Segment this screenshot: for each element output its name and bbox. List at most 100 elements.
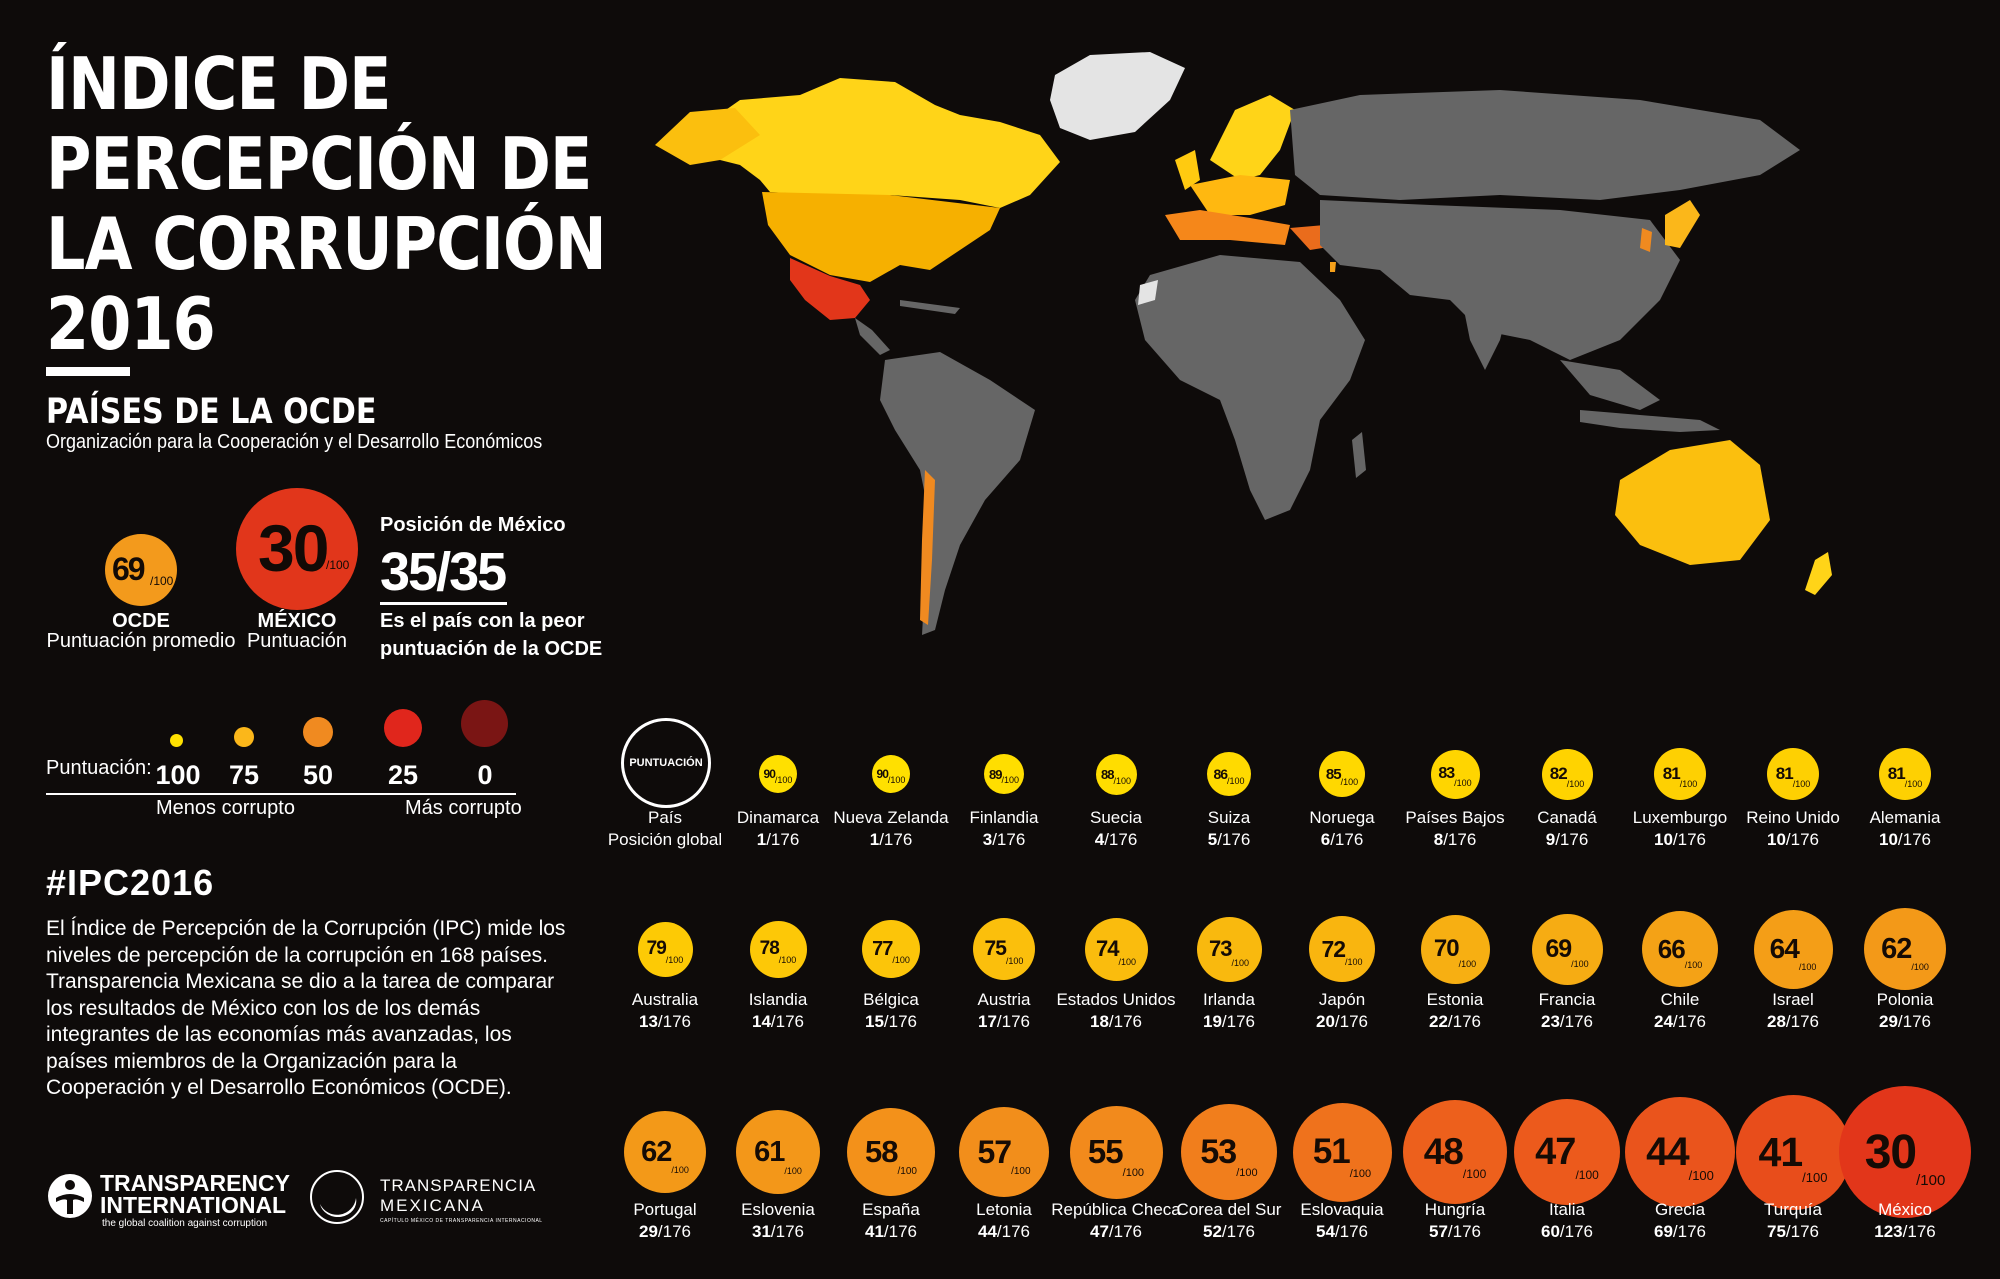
country-cell: 53/100 Corea del Sur 52/176	[1173, 1092, 1285, 1241]
tm-line-2: MEXICANA	[380, 1196, 485, 1215]
mexico-position-title: Posición de México	[380, 514, 566, 536]
country-name: Canadá	[1537, 808, 1597, 827]
score-suffix: /100	[1345, 957, 1363, 967]
score-bubble: 82/100	[1541, 748, 1593, 800]
score-suffix: /100	[1118, 956, 1136, 967]
country-cell: 85/100 Noruega 6/176	[1286, 714, 1398, 849]
map-usa	[762, 192, 1000, 282]
score-value: 85	[1325, 765, 1342, 783]
country-cell: 55/100 República Checa 47/176	[1051, 1092, 1181, 1241]
world-map-graphic	[655, 52, 1832, 635]
country-rank: 69/176	[1653, 1222, 1706, 1241]
country-rank: 20/176	[1315, 1012, 1368, 1031]
score-bubble: 81/100	[1654, 748, 1706, 800]
score-bubble: 41/100	[1735, 1094, 1851, 1210]
score-value: 74	[1095, 936, 1120, 961]
country-cell: 70/100 Estonia 22/176	[1399, 889, 1511, 1031]
country-rank: 24/176	[1653, 1012, 1706, 1031]
country-name: Países Bajos	[1405, 808, 1505, 827]
mexico-score-suffix: /100	[326, 558, 350, 572]
ocde-sublabel: Puntuación promedio	[46, 630, 236, 652]
country-cell: 51/100 Eslovaquia 54/176	[1286, 1092, 1398, 1241]
country-cell: 62/100 Polonia 29/176	[1849, 889, 1961, 1031]
country-cell: 44/100 Grecia 69/176	[1624, 1092, 1736, 1241]
legend-value-50: 50	[302, 760, 334, 790]
country-rank: 23/176	[1540, 1012, 1593, 1031]
country-rank: 28/176	[1766, 1012, 1819, 1031]
mexico-position-value: 35/35	[380, 542, 507, 605]
country-rank: 6/176	[1320, 830, 1364, 849]
legend-divider	[46, 793, 516, 795]
score-bubble: 88/100	[1095, 753, 1137, 795]
section-subtitle: Organización para la Cooperación y el De…	[46, 431, 543, 453]
country-cell: 66/100 Chile 24/176	[1624, 889, 1736, 1031]
country-rank: 10/176	[1766, 830, 1819, 849]
score-bubble: 44/100	[1625, 1097, 1735, 1207]
country-name: Portugal	[633, 1200, 697, 1219]
score-value: 75	[984, 937, 1007, 960]
score-bubble: 81/100	[1879, 748, 1931, 800]
country-name: República Checa	[1051, 1200, 1181, 1219]
country-rank: 29/176	[638, 1222, 691, 1241]
score-value: 79	[646, 938, 667, 959]
map-mexico	[790, 258, 870, 320]
country-rank: 29/176	[1878, 1012, 1931, 1031]
country-cell: 64/100 Israel 28/176	[1737, 889, 1849, 1031]
mexico-position-description: Es el país con la peor puntuación de la …	[380, 610, 603, 660]
score-suffix: /100	[1011, 1166, 1031, 1177]
score-suffix: /100	[897, 1166, 917, 1177]
map-uk-ireland	[1175, 150, 1200, 190]
map-se-asia	[1560, 360, 1660, 410]
country-name: Estados Unidos	[1056, 990, 1176, 1009]
score-value: 57	[977, 1133, 1012, 1170]
ti-line-1: TRANSPARENCY	[100, 1170, 290, 1196]
map-scandinavia	[1210, 95, 1295, 180]
country-cell: 83/100 Países Bajos 8/176	[1399, 714, 1511, 849]
country-name: Noruega	[1309, 808, 1375, 827]
country-cell: 69/100 Francia 23/176	[1511, 889, 1623, 1031]
score-suffix: /100	[1113, 775, 1131, 786]
score-value: 48	[1423, 1131, 1464, 1172]
score-suffix: /100	[778, 954, 797, 965]
rank-header-label: Posición global	[607, 830, 723, 849]
legend-dot-0	[461, 700, 508, 747]
score-suffix: /100	[1792, 779, 1811, 789]
score-bubble: 90/100	[872, 755, 910, 793]
score-suffix: /100	[671, 1165, 689, 1175]
hashtag: #IPC2016	[46, 862, 215, 903]
score-value: 66	[1657, 933, 1686, 964]
legend-value-0: 0	[477, 760, 493, 790]
score-value: 30	[1864, 1125, 1917, 1179]
score-suffix: /100	[1566, 778, 1585, 789]
country-name: Austria	[977, 990, 1031, 1009]
score-bubble: 69/100	[1531, 913, 1603, 985]
country-cell: 86/100 Suiza 5/176	[1173, 714, 1285, 849]
country-cell: 81/100 Luxemburgo 10/176	[1624, 714, 1736, 849]
score-bubble: 85/100	[1319, 751, 1365, 797]
score-value: 62	[641, 1135, 672, 1168]
score-value: 86	[1213, 766, 1228, 782]
legend-value-100: 100	[155, 760, 201, 790]
ocde-score-suffix: /100	[150, 574, 174, 588]
score-value: 55	[1087, 1133, 1124, 1170]
legend-label: Puntuación:	[46, 757, 152, 779]
score-value: 41	[1758, 1128, 1804, 1175]
score-suffix: /100	[1005, 956, 1024, 966]
map-central-america	[855, 318, 890, 355]
country-name: Letonia	[976, 1200, 1032, 1219]
country-rank: 123/176	[1874, 1222, 1936, 1241]
score-suffix: /100	[1001, 775, 1019, 785]
country-name: Nueva Zelanda	[833, 808, 949, 827]
country-name: España	[862, 1200, 920, 1219]
page-title-line-1: ÍNDICE DE	[46, 42, 391, 126]
score-suffix: /100	[1349, 1167, 1372, 1180]
country-rank: 54/176	[1315, 1222, 1368, 1241]
map-canada	[690, 78, 1060, 208]
score-bubble: 53/100	[1181, 1104, 1277, 1200]
ranking-header-cell: PUNTUACIÓN País Posición global	[608, 712, 722, 849]
map-africa	[1135, 255, 1365, 520]
country-name: Grecia	[1654, 1200, 1706, 1219]
country-name: Corea del Sur	[1176, 1200, 1282, 1219]
score-suffix: /100	[1227, 776, 1245, 786]
country-name: Suecia	[1090, 808, 1142, 827]
